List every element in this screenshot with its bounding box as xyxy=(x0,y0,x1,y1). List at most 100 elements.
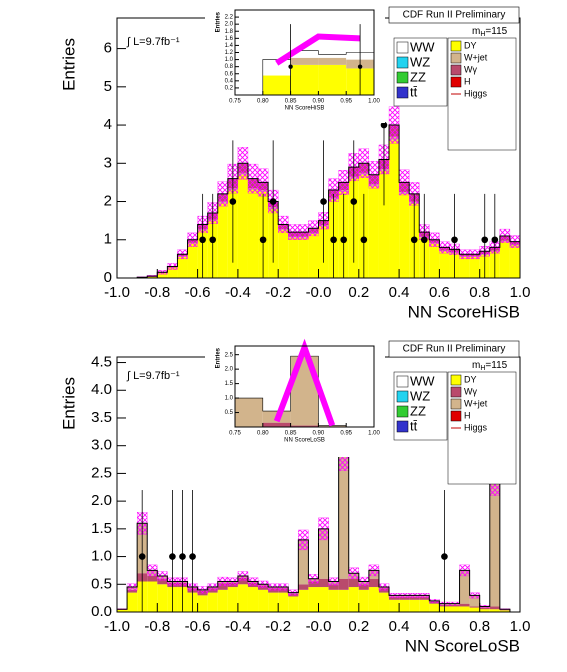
y-tick-label: 1.6 xyxy=(225,36,234,42)
bar-segment xyxy=(237,577,248,585)
y-tick-label: 1.8 xyxy=(225,29,234,35)
legend-label: W+jet xyxy=(464,52,488,62)
bar-segment xyxy=(318,54,347,58)
x-tick-label: 0.6 xyxy=(429,284,450,301)
data-point xyxy=(491,236,499,244)
bar-segment xyxy=(389,597,400,600)
y-tick-label: 1 xyxy=(104,231,112,248)
bar-segment xyxy=(157,273,168,278)
bar-segment xyxy=(489,606,500,610)
bar-segment xyxy=(499,609,510,611)
y-axis-label: Entries xyxy=(59,38,78,91)
bar-segment xyxy=(117,609,128,612)
bar-segment xyxy=(290,50,319,58)
legend-swatch xyxy=(450,374,462,386)
legend-label: Wγ xyxy=(464,386,477,396)
x-tick-label: -0.4 xyxy=(225,618,251,635)
y-tick-label: 0.2 xyxy=(225,85,234,91)
y-tick-label: 0.4 xyxy=(225,78,234,84)
bar-segment xyxy=(328,589,339,612)
x-tick-label: -0.6 xyxy=(185,618,211,635)
x-tick-label: -0.6 xyxy=(185,284,211,301)
y-tick-label: 1.5 xyxy=(225,381,234,387)
bar-segment xyxy=(358,584,369,590)
bar-segment xyxy=(459,570,470,604)
y-tick-label: 2.0 xyxy=(225,367,234,373)
bar-segment xyxy=(459,256,470,278)
bar-segment xyxy=(469,595,480,607)
y-tick-label: 0.6 xyxy=(225,71,234,77)
lumi-label: ∫ L=9.7fb⁻¹ xyxy=(126,370,180,382)
x-tick-label: 0.4 xyxy=(389,284,410,301)
bar-segment xyxy=(449,606,460,612)
bar-segment xyxy=(227,587,238,612)
x-tick-label: 0.90 xyxy=(313,99,325,105)
legend-swatch xyxy=(396,56,409,69)
x-axis-label: NN ScoreHiSB xyxy=(408,302,520,321)
bar-segment xyxy=(429,603,440,612)
bar-segment xyxy=(389,140,400,278)
y-tick-label: 2 xyxy=(104,192,112,209)
y-tick-label: 0.5 xyxy=(225,410,234,416)
bar-segment xyxy=(268,592,279,612)
x-tick-label: 0.8 xyxy=(469,284,490,301)
data-point xyxy=(288,64,293,69)
x-tick-label: -0.0 xyxy=(306,618,332,635)
bar-segment xyxy=(409,599,420,612)
mass-sub: H xyxy=(480,31,485,38)
bar-segment xyxy=(217,589,228,612)
y-tick-label: 1.5 xyxy=(91,520,112,537)
x-tick-label: 1.00 xyxy=(368,99,380,105)
bar-segment xyxy=(235,398,263,427)
bar-segment xyxy=(469,607,480,612)
bar-segment xyxy=(338,451,349,579)
bar-segment xyxy=(399,599,410,612)
y-tick-label: 0 xyxy=(104,269,112,286)
bar-segment xyxy=(489,609,500,612)
bar-segment xyxy=(399,193,410,278)
stack-outline xyxy=(116,450,520,613)
mass-sub: H xyxy=(480,365,485,372)
y-tick-label: 1.2 xyxy=(225,50,234,56)
bar-segment xyxy=(368,186,379,278)
bar-segment xyxy=(262,422,291,427)
lumi-label: ∫ L=9.7fb⁻¹ xyxy=(126,36,180,48)
bar-segment xyxy=(237,174,248,278)
x-tick-label: 1.00 xyxy=(368,431,380,437)
legend-label: WW xyxy=(410,39,435,54)
data-point xyxy=(360,236,368,244)
data-point xyxy=(380,121,388,129)
y-tick-label: 0.5 xyxy=(91,575,112,592)
y-tick-label: 4.5 xyxy=(91,354,112,371)
data-point xyxy=(340,236,347,244)
x-tick-label: 1.0 xyxy=(510,284,531,301)
bar-segment xyxy=(459,603,470,607)
data-point xyxy=(179,553,186,560)
legend-label: WW xyxy=(410,373,435,388)
higgs-signal xyxy=(273,338,336,427)
x-tick-label: -0.4 xyxy=(225,284,251,301)
bar-segment xyxy=(439,251,450,278)
x-axis-label: NN ScoreHiSB xyxy=(285,106,325,112)
bar-segment xyxy=(378,170,390,278)
legend-label: WZ xyxy=(410,54,430,69)
y-tick-label: 1.4 xyxy=(225,43,234,49)
bar-segment xyxy=(328,584,339,590)
chart-title: CDF Run II Preliminary xyxy=(403,10,506,21)
bar-segment xyxy=(237,584,248,612)
bar-segment xyxy=(318,528,329,579)
y-tick-label: 1.0 xyxy=(225,396,234,402)
data-point xyxy=(229,198,237,205)
x-tick-label: 0.4 xyxy=(389,618,410,635)
bar-segment xyxy=(499,610,510,612)
legend-label: ZZ xyxy=(410,403,426,418)
data-point xyxy=(320,198,327,205)
legend-swatch xyxy=(450,52,462,64)
y-tick-label: 1.0 xyxy=(91,548,112,565)
x-tick-label: 0.85 xyxy=(285,99,297,105)
bar-segment xyxy=(419,599,430,612)
legend-swatch xyxy=(396,71,409,84)
bar-segment xyxy=(479,607,490,610)
bar-segment xyxy=(157,578,168,585)
bar-segment xyxy=(409,597,420,600)
